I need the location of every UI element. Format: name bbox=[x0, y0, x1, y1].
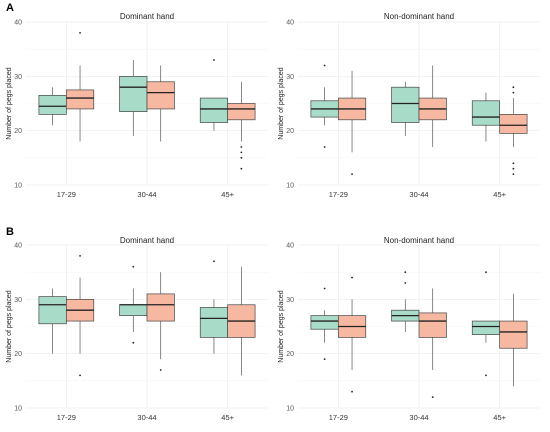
y-tick-label: 10 bbox=[14, 183, 22, 190]
outlier-point bbox=[323, 146, 326, 148]
x-tick-label: 17-29 bbox=[329, 190, 348, 199]
outlier-point bbox=[512, 173, 515, 176]
outlier-point bbox=[240, 151, 243, 154]
y-tick-label: 30 bbox=[14, 297, 22, 304]
outlier-point bbox=[485, 374, 487, 377]
outlier-point bbox=[213, 260, 215, 263]
x-tick-label: 30-44 bbox=[137, 413, 156, 422]
x-tick-label: 45+ bbox=[493, 190, 506, 199]
y-tick-label: 40 bbox=[286, 243, 294, 250]
box bbox=[119, 304, 148, 316]
x-tick-label: 30-44 bbox=[409, 190, 428, 199]
y-axis-label: Number of pegs placed bbox=[6, 67, 13, 139]
outlier-point bbox=[512, 167, 515, 170]
outlier-point bbox=[323, 64, 326, 67]
outlier-point bbox=[240, 156, 243, 159]
box bbox=[471, 100, 501, 126]
outlier-point bbox=[512, 86, 515, 89]
chart-title: Dominant hand bbox=[120, 236, 174, 245]
outlier-point bbox=[132, 265, 135, 268]
outlier-point bbox=[351, 173, 353, 176]
box bbox=[146, 293, 175, 322]
outlier-point bbox=[159, 369, 162, 371]
y-tick-label: 20 bbox=[286, 128, 294, 135]
y-axis-label: Number of pegs placed bbox=[6, 290, 13, 362]
y-tick-label: 10 bbox=[286, 183, 294, 190]
outlier-point bbox=[79, 374, 81, 377]
y-tick-label: 30 bbox=[286, 297, 294, 304]
x-tick-label: 45+ bbox=[493, 413, 506, 422]
chart-2: 10 20 30 40 Number of pegs placed Non-dominan… bbox=[278, 12, 540, 199]
outlier-point bbox=[485, 271, 487, 274]
chart-title: Non-dominant hand bbox=[384, 12, 454, 21]
outlier-point bbox=[323, 287, 326, 290]
box bbox=[471, 320, 501, 336]
box bbox=[227, 103, 256, 121]
x-tick-label: 17-29 bbox=[57, 413, 76, 422]
box bbox=[146, 81, 175, 110]
chart-title: Non-dominant hand bbox=[384, 236, 454, 245]
outlier-point bbox=[132, 341, 135, 344]
outlier-point bbox=[79, 254, 81, 257]
outlier-point bbox=[240, 146, 243, 148]
outlier-point bbox=[512, 162, 515, 165]
outlier-point bbox=[404, 282, 407, 284]
box bbox=[199, 97, 229, 123]
chart-1: 10 20 30 40 Number of pegs placed Dominant ha… bbox=[6, 12, 268, 199]
box bbox=[38, 94, 67, 115]
y-tick-label: 10 bbox=[14, 406, 22, 413]
x-tick-label: 45+ bbox=[221, 413, 234, 422]
x-tick-label: 30-44 bbox=[409, 413, 428, 422]
box bbox=[119, 75, 148, 113]
box bbox=[499, 114, 528, 134]
outlier-point bbox=[351, 390, 353, 393]
y-tick-label: 20 bbox=[286, 351, 294, 358]
y-tick-label: 40 bbox=[14, 20, 22, 27]
box bbox=[38, 296, 67, 325]
outlier-point bbox=[213, 59, 215, 61]
chart-4: 10 20 30 40 Number of pegs placed Non-dominan… bbox=[278, 236, 540, 422]
y-tick-label: 20 bbox=[14, 351, 22, 358]
box bbox=[310, 315, 339, 330]
outlier-point bbox=[351, 276, 353, 279]
outlier-point bbox=[323, 358, 326, 360]
x-tick-label: 17-29 bbox=[57, 190, 76, 199]
outlier-point bbox=[512, 91, 515, 94]
box bbox=[499, 320, 528, 349]
y-tick-label: 20 bbox=[14, 128, 22, 135]
outlier-point bbox=[431, 396, 434, 399]
x-tick-label: 17-29 bbox=[329, 413, 348, 422]
outlier-point bbox=[240, 167, 243, 170]
outlier-point bbox=[79, 31, 81, 34]
y-tick-label: 40 bbox=[14, 243, 22, 250]
y-tick-label: 30 bbox=[14, 74, 22, 81]
y-axis-label: Number of pegs placed bbox=[278, 67, 285, 139]
chart-title: Dominant hand bbox=[120, 12, 174, 21]
x-tick-label: 45+ bbox=[221, 190, 234, 199]
outlier-point bbox=[404, 271, 407, 274]
panel-letter-b: B bbox=[6, 226, 14, 238]
box bbox=[199, 307, 229, 338]
chart-3: 10 20 30 40 Number of pegs placed Dominant ha… bbox=[6, 236, 268, 422]
y-tick-label: 30 bbox=[286, 74, 294, 81]
box bbox=[391, 86, 420, 123]
x-tick-label: 30-44 bbox=[137, 190, 156, 199]
y-tick-label: 10 bbox=[286, 406, 294, 413]
panel-letter-a: A bbox=[6, 2, 14, 14]
box bbox=[65, 89, 95, 110]
y-tick-label: 40 bbox=[286, 20, 294, 27]
box bbox=[418, 312, 447, 338]
y-axis-label: Number of pegs placed bbox=[278, 290, 285, 362]
